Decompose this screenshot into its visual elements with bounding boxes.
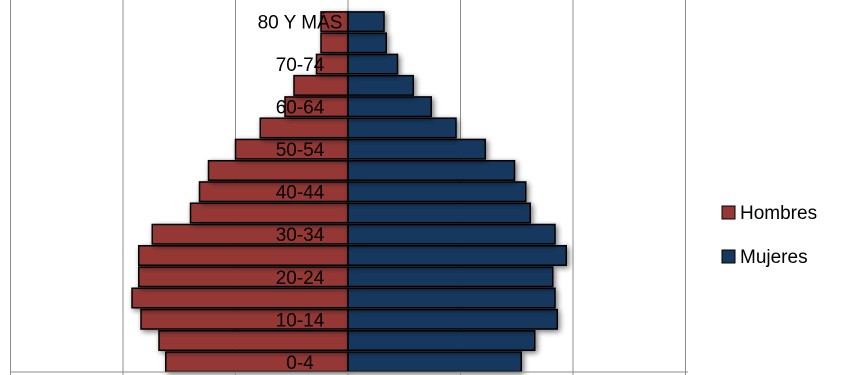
category-labels: 0-4 10-14 20-24 30-34 40-44 50-54 60-64 70-74 80… [258,13,343,374]
x-axis [10,371,688,375]
bar-mujeres-50-54 [347,138,486,160]
bar-mujeres-80-y-más [347,11,385,33]
bar-hombres-0-4 [165,351,349,373]
legend-swatch-mujeres [721,249,736,264]
bar-mujeres-20-24 [347,266,554,288]
bar-hombres-65-69 [293,74,349,96]
bars-group [131,11,567,373]
category-label: 40-44 [276,183,325,204]
bar-mujeres-15-19 [347,287,556,309]
bar-mujeres-70-74 [347,53,399,75]
bar-mujeres-35-39 [347,202,531,224]
bar-hombres-25-29 [138,244,349,266]
category-label: 50-54 [276,140,325,161]
category-label: 80 Y MÁS [258,13,343,34]
bar-hombres-75-79 [320,32,349,54]
bar-mujeres-40-44 [347,181,527,203]
legend-label-hombres: Hombres [740,203,817,224]
bar-mujeres-60-64 [347,96,432,118]
category-label: 20-24 [276,268,325,289]
bar-mujeres-0-4 [347,351,522,373]
legend-swatch-hombres [721,205,736,220]
bar-hombres-40-44 [198,181,349,203]
bar-mujeres-55-59 [347,117,457,139]
bar-hombres-15-19 [131,287,349,309]
bar-mujeres-25-29 [347,244,567,266]
bar-mujeres-45-49 [347,159,516,181]
category-label: 30-34 [276,225,325,246]
bar-mujeres-75-79 [347,32,387,54]
bar-hombres-45-49 [207,159,349,181]
legend: Hombres Mujeres [721,203,817,268]
category-label: 70-74 [276,55,325,76]
bar-hombres-55-59 [259,117,349,139]
bar-mujeres-10-14 [347,308,558,330]
category-label: 60-64 [276,98,325,119]
bar-hombres-35-39 [189,202,349,224]
bar-mujeres-65-69 [347,74,414,96]
category-label: 10-14 [276,310,325,331]
category-label: 0-4 [286,353,314,374]
bar-mujeres-30-34 [347,223,556,245]
bar-hombres-5-9 [158,330,349,352]
bar-mujeres-5-9 [347,330,536,352]
legend-label-mujeres: Mujeres [740,247,808,268]
